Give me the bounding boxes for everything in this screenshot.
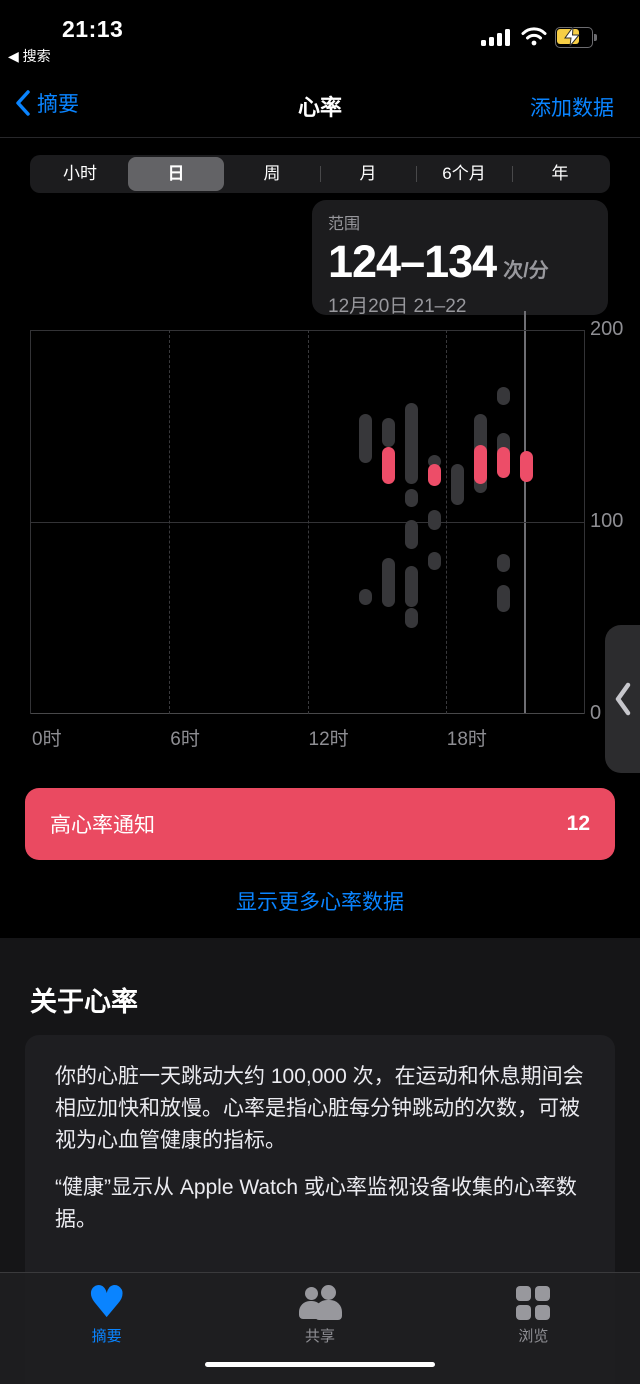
tooltip-metric-label: 范围 — [328, 216, 361, 233]
heart-rate-range-capsule — [381, 418, 395, 448]
segment-年[interactable]: 年 — [511, 157, 608, 191]
x-tick-label: 18时 — [446, 729, 487, 750]
segment-月[interactable]: 月 — [319, 157, 416, 191]
home-indicator[interactable] — [205, 1362, 435, 1367]
heart-rate-chart[interactable] — [30, 329, 585, 714]
add-data-button[interactable]: 添加数据 — [530, 97, 614, 120]
tooltip-date: 12月20日 21–22 — [328, 296, 467, 317]
heart-rate-range-capsule — [473, 444, 487, 484]
about-paragraph: 你的心脏一天跳动大约 100,000 次，在运动和休息期间会相应加快和放慢。心率… — [55, 1065, 584, 1152]
heart-rate-range-capsule — [404, 489, 418, 507]
chevron-left-icon — [615, 682, 630, 716]
x-tick-label: 6时 — [170, 729, 200, 750]
tooltip-value: 124–134 — [328, 236, 497, 287]
heart-icon: ♥ — [86, 1277, 127, 1328]
heart-rate-range-capsule — [358, 588, 372, 605]
time-range-segmented-control: 小时 日 周 月 6个月年 — [30, 155, 610, 193]
gridline-6时 — [169, 330, 171, 714]
tab-共享[interactable]: 共享 — [213, 1273, 426, 1384]
heart-rate-range-capsule — [404, 402, 418, 484]
heart-rate-range-capsule — [496, 446, 510, 479]
heart-rate-range-capsule — [427, 552, 441, 571]
banner-count: 12 — [566, 812, 590, 835]
tab-bar: ♥ 摘要 共享 浏览 — [0, 1272, 640, 1384]
tab-label: 摘要 — [91, 1328, 122, 1345]
wifi-icon — [521, 26, 547, 51]
banner-label: 高心率通知 — [50, 814, 155, 837]
heart-rate-range-capsule — [496, 554, 510, 573]
heart-rate-range-capsule — [358, 414, 372, 463]
segment-日[interactable]: 日 — [128, 157, 224, 191]
y-tick-label: 200 — [590, 318, 624, 340]
gridline-12时 — [307, 330, 309, 714]
heart-rate-range-capsule — [404, 519, 418, 550]
cellular-signal-icon — [481, 28, 515, 46]
segment-小时[interactable]: 小时 — [63, 164, 97, 183]
heart-rate-range-capsule — [519, 450, 533, 482]
chevron-left-icon — [16, 90, 30, 116]
heart-rate-range-capsule — [427, 510, 441, 530]
status-time: 21:13 — [62, 16, 124, 42]
battery-charging-icon — [555, 27, 597, 48]
show-more-data-link[interactable]: 显示更多心率数据 — [236, 891, 404, 914]
heart-rate-range-capsule — [381, 446, 395, 484]
heart-rate-range-capsule — [427, 464, 441, 486]
page-title: 心率 — [297, 95, 342, 120]
chart-drawer-handle[interactable] — [605, 625, 640, 773]
x-tick-label: 12时 — [308, 729, 349, 750]
tooltip-unit: 次/分 — [503, 260, 549, 282]
segment-周[interactable]: 周 — [263, 164, 281, 183]
heart-rate-range-capsule — [496, 585, 510, 613]
heart-rate-range-capsule — [404, 565, 418, 607]
y-tick-label: 0 — [590, 702, 602, 724]
y-tick-label: 100 — [590, 510, 624, 532]
about-heading: 关于心率 — [30, 987, 138, 1017]
nav-divider — [0, 137, 640, 138]
tab-摘要[interactable]: ♥ 摘要 — [0, 1273, 213, 1384]
segment-6个月[interactable]: 6个月 — [415, 157, 512, 191]
heart-rate-range-capsule — [381, 558, 395, 607]
nav-back-label: 摘要 — [37, 93, 79, 116]
nav-back-button[interactable]: 摘要 — [16, 88, 79, 118]
grid-icon — [516, 1286, 551, 1320]
tab-label: 共享 — [304, 1328, 335, 1345]
x-tick-label: 0时 — [32, 729, 62, 750]
heart-rate-range-capsule — [404, 608, 418, 628]
back-to-app-link[interactable]: ◀ 搜索 — [8, 48, 51, 64]
people-icon — [298, 1285, 342, 1321]
high-heart-rate-notifications-row[interactable]: 高心率通知 12 — [25, 788, 615, 860]
gridline-18时 — [445, 330, 447, 714]
about-paragraph: “健康”显示从 Apple Watch 或心率监视设备收集的心率数据。 — [55, 1176, 577, 1231]
heart-rate-range-capsule — [450, 464, 464, 505]
tab-label: 浏览 — [518, 1328, 549, 1345]
heart-rate-range-capsule — [496, 387, 510, 406]
selection-tooltip-card: 范围 124–134 次/分 12月20日 21–22 — [312, 200, 608, 317]
chart-selection-line — [524, 311, 527, 714]
tab-浏览[interactable]: 浏览 — [427, 1273, 640, 1384]
